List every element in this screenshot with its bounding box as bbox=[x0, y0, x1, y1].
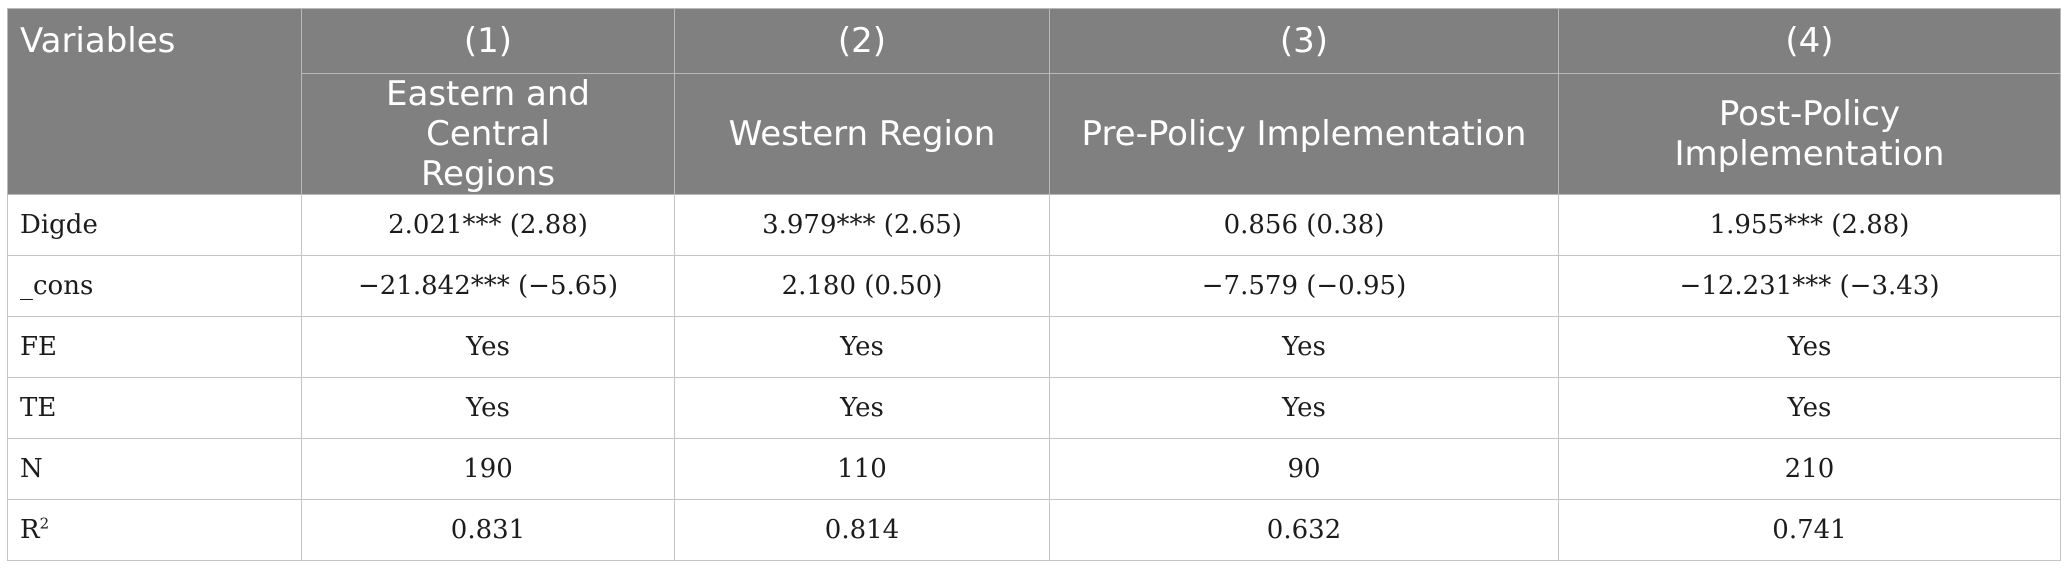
table-cell: Yes bbox=[1049, 377, 1559, 439]
table-row: N 190 110 90 210 bbox=[7, 438, 2061, 500]
table-row: FE Yes Yes Yes Yes bbox=[7, 316, 2061, 378]
column-number-3: (3) bbox=[1049, 8, 1559, 74]
table-cell: 2.021*** (2.88) bbox=[301, 194, 675, 256]
table-cell: 190 bbox=[301, 438, 675, 500]
table-cell: −7.579 (−0.95) bbox=[1049, 255, 1559, 317]
table-cell: −21.842*** (−5.65) bbox=[301, 255, 675, 317]
table-cell: Yes bbox=[1049, 316, 1559, 378]
regression-table: Variables (1) (2) (3) (4) Eastern and Ce… bbox=[7, 8, 2061, 561]
table-cell: 0.856 (0.38) bbox=[1049, 194, 1559, 256]
column-number-2: (2) bbox=[674, 8, 1050, 74]
header-row-titles: Eastern and Central Regions Western Regi… bbox=[8, 73, 2061, 195]
table-cell: 90 bbox=[1049, 438, 1559, 500]
column-number-4: (4) bbox=[1558, 8, 2061, 74]
row-label: N bbox=[7, 438, 302, 500]
row-label: Digde bbox=[7, 194, 302, 256]
column-number-1: (1) bbox=[301, 8, 675, 74]
table-cell: Yes bbox=[301, 377, 675, 439]
table-row: Digde 2.021*** (2.88) 3.979*** (2.65) 0.… bbox=[7, 194, 2061, 256]
row-label: TE bbox=[7, 377, 302, 439]
table-cell: Yes bbox=[1558, 316, 2061, 378]
table-cell: 0.814 bbox=[674, 499, 1050, 561]
table-cell: 1.955*** (2.88) bbox=[1558, 194, 2061, 256]
table-row: R2 0.831 0.814 0.632 0.741 bbox=[7, 499, 2061, 561]
row-label: R2 bbox=[7, 499, 302, 561]
table-cell: 0.632 bbox=[1049, 499, 1559, 561]
table-cell: 210 bbox=[1558, 438, 2061, 500]
table-cell: 2.180 (0.50) bbox=[674, 255, 1050, 317]
variables-header: Variables bbox=[7, 8, 302, 195]
column-title-3: Pre-Policy Implementation bbox=[1049, 73, 1559, 195]
column-title-2: Western Region bbox=[674, 73, 1050, 195]
table-cell: Yes bbox=[1558, 377, 2061, 439]
header-row-numbers: Variables (1) (2) (3) (4) bbox=[7, 8, 2061, 195]
table-row: _cons −21.842*** (−5.65) 2.180 (0.50) −7… bbox=[7, 255, 2061, 317]
table-cell: Yes bbox=[674, 316, 1050, 378]
row-label-text: R bbox=[20, 515, 40, 545]
table-cell: 110 bbox=[674, 438, 1050, 500]
table-cell: −12.231*** (−3.43) bbox=[1558, 255, 2061, 317]
table-cell: Yes bbox=[674, 377, 1050, 439]
row-label-superscript: 2 bbox=[39, 514, 50, 533]
regression-table-container: Variables (1) (2) (3) (4) Eastern and Ce… bbox=[7, 8, 2061, 561]
table-cell: Yes bbox=[301, 316, 675, 378]
table-cell: 0.831 bbox=[301, 499, 675, 561]
table-cell: 3.979*** (2.65) bbox=[674, 194, 1050, 256]
row-label: _cons bbox=[7, 255, 302, 317]
column-title-4: Post-Policy Implementation bbox=[1558, 73, 2061, 195]
table-row: TE Yes Yes Yes Yes bbox=[7, 377, 2061, 439]
column-title-1: Eastern and Central Regions bbox=[301, 73, 675, 195]
row-label: FE bbox=[7, 316, 302, 378]
table-cell: 0.741 bbox=[1558, 499, 2061, 561]
